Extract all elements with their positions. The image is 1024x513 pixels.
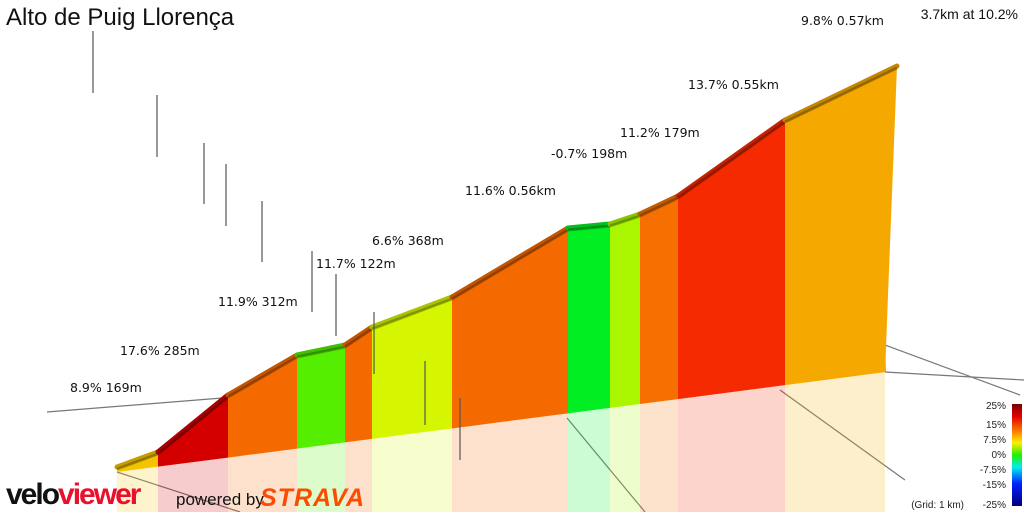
profile-segment: [345, 327, 372, 443]
profile-segment: [372, 297, 452, 439]
grid-line: [116, 471, 241, 512]
profile-segment: [610, 214, 640, 408]
segment-shadow: [452, 413, 568, 512]
segment-shadow: [297, 442, 345, 512]
segment-top-edge: [449, 225, 571, 300]
segment-edge-shade: [116, 452, 159, 471]
logo-text-viewer: viewer: [58, 478, 141, 511]
segment-top-edge: [225, 352, 300, 398]
strava-logo: STRAVA: [260, 484, 366, 512]
segment-top-edge: [607, 211, 643, 227]
profile-segment: [452, 228, 568, 429]
segment-label: -0.7% 198m: [551, 146, 627, 161]
segment-shadow: [640, 399, 678, 512]
segment-top-edge: [369, 294, 455, 330]
segment-edge-shade: [567, 224, 611, 232]
legend-tick-label: 15%: [986, 420, 1006, 431]
segment-label: 11.7% 122m: [316, 256, 396, 271]
segment-shadow: [228, 448, 297, 512]
segment-shadow: [678, 385, 785, 512]
segment-top-edge: [782, 63, 900, 123]
segment-edge-shade: [371, 297, 453, 331]
grid-line: [779, 389, 906, 481]
segment-label: 8.9% 169m: [70, 380, 142, 395]
segment-shadow: [568, 407, 610, 512]
legend-tick-label: 0%: [992, 450, 1007, 461]
segment-top-edge: [675, 117, 788, 199]
segment-top-edge: [114, 449, 161, 470]
segment-shadow: [117, 466, 158, 512]
segment-shadow: [610, 404, 640, 512]
segment-edge-shade: [451, 228, 569, 301]
veloviewer-logo: veloviewer: [6, 478, 141, 512]
climb-summary: 3.7km at 10.2%: [920, 6, 1018, 22]
grid-line: [884, 371, 1024, 381]
segment-edge-shade: [296, 345, 346, 359]
powered-by-text: powered by: [176, 490, 264, 509]
segment-top-edge: [155, 392, 231, 455]
segment-shadow: [785, 372, 885, 512]
segment-label: 11.6% 0.56km: [465, 183, 556, 198]
segment-label: 6.6% 368m: [372, 233, 444, 248]
segment-top-edge: [637, 193, 681, 217]
segment-edge-shade: [227, 355, 298, 399]
segment-top-edge: [565, 221, 613, 231]
page-title: Alto de Puig Llorença: [6, 4, 235, 31]
profile-segment: [678, 120, 785, 400]
logo-text-velo: velo: [6, 478, 60, 511]
segment-top-edge: [342, 324, 375, 348]
segment-edge-shade: [784, 66, 898, 124]
segment-edge-shade: [157, 395, 229, 456]
legend-tick-label: -25%: [983, 500, 1006, 511]
profile-segment: [228, 355, 297, 458]
segment-shadow: [345, 438, 372, 512]
legend-tick-label: -15%: [983, 480, 1006, 491]
segment-shadow: [372, 428, 452, 512]
profile-segment: [297, 345, 345, 449]
segment-label: 17.6% 285m: [120, 343, 200, 358]
segment-label: 11.9% 312m: [218, 294, 298, 309]
legend-tick-label: -7.5%: [980, 465, 1006, 476]
legend-tick-label: 25%: [986, 401, 1006, 412]
segment-edge-shade: [609, 214, 641, 228]
profile-segment: [640, 196, 678, 405]
legend-tick-label: 7.5%: [983, 435, 1006, 446]
segment-shadow: [158, 457, 228, 512]
segment-edge-shade: [677, 120, 786, 200]
profile-segment: [158, 395, 228, 467]
segment-label: 11.2% 179m: [620, 125, 700, 140]
legend-grid-note: (Grid: 1 km): [911, 500, 964, 511]
segment-top-edge: [294, 342, 348, 358]
segment-label: 9.8% 0.57km: [801, 13, 884, 28]
legend-colorbar: [1012, 404, 1022, 506]
profile-segment: [785, 66, 897, 386]
grid-line: [566, 417, 646, 512]
profile-segment: [568, 224, 610, 414]
segment-label: 13.7% 0.55km: [688, 77, 779, 92]
grid-line: [884, 344, 1021, 396]
segment-edge-shade: [639, 196, 679, 218]
segment-edge-shade: [344, 327, 373, 349]
